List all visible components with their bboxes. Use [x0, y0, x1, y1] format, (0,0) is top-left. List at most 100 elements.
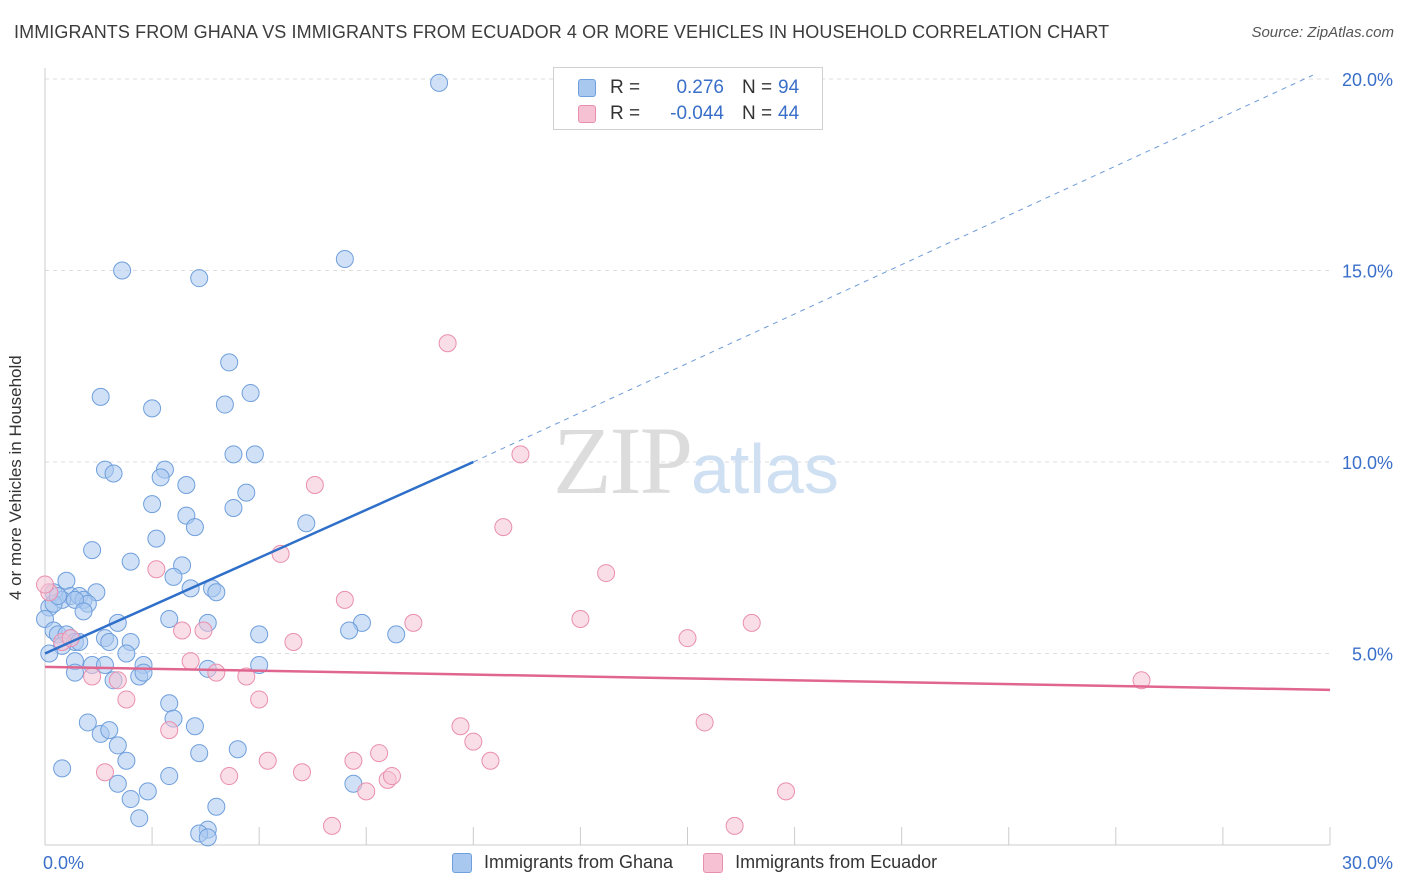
data-point-ghana [74, 602, 93, 621]
data-point-ghana [78, 713, 97, 732]
data-point-ghana [228, 740, 247, 759]
data-point-ghana [113, 261, 132, 280]
y-tick-label: 10.0% [1342, 453, 1393, 473]
series-legend: Immigrants from Ghana Immigrants from Ec… [452, 852, 967, 873]
data-point-ghana [147, 529, 166, 548]
data-point-ecuador [194, 621, 213, 640]
n-value: 94 [778, 77, 800, 98]
data-point-ecuador [597, 564, 616, 583]
data-point-ecuador [511, 445, 530, 464]
data-point-ghana [387, 625, 406, 644]
watermark: ZIPatlas [553, 405, 839, 516]
data-point-ecuador [678, 629, 697, 648]
data-point-ecuador [305, 475, 324, 494]
data-point-ghana [207, 583, 226, 602]
data-point-ecuador [357, 782, 376, 801]
data-point-ecuador [344, 751, 363, 770]
data-point-ghana [121, 790, 140, 809]
data-point-ghana [340, 621, 359, 640]
data-point-ghana [100, 633, 119, 652]
data-point-ghana [207, 797, 226, 816]
data-point-ghana [130, 809, 149, 828]
data-point-ghana [160, 610, 179, 629]
r-label: R = [610, 103, 641, 124]
data-point-ghana [215, 395, 234, 414]
data-point-ecuador [695, 713, 714, 732]
data-point-ghana [245, 445, 264, 464]
trend-lines [44, 74, 1331, 692]
data-point-ecuador [742, 613, 761, 632]
data-point-ghana [143, 399, 162, 418]
ghana-legend-swatch [452, 852, 472, 873]
data-point-ghana [160, 767, 179, 786]
data-point-ecuador [83, 667, 102, 686]
data-point-ghana [198, 828, 217, 847]
data-point-ghana [335, 250, 354, 269]
source-label: Source: ZipAtlas.com [1251, 24, 1394, 41]
data-point-ecuador [494, 518, 513, 537]
data-point-ecuador [451, 717, 470, 736]
data-point-ghana [117, 751, 136, 770]
legend-item-ecuador: Immigrants from Ecuador [703, 852, 937, 873]
stats-row-ghana: R = 0.276 N = 94 [578, 76, 799, 100]
data-point-ecuador [322, 816, 341, 835]
data-point-ghana [100, 721, 119, 740]
x-tick-label: 0.0% [43, 853, 84, 873]
data-point-ecuador [117, 690, 136, 709]
data-point-ecuador [160, 721, 179, 740]
data-point-ghana [190, 269, 209, 288]
data-point-ecuador [438, 334, 457, 353]
r-value: -0.044 [670, 103, 724, 124]
n-label: N = [742, 77, 773, 98]
data-point-ghana [164, 567, 183, 586]
data-point-ghana [160, 694, 179, 713]
series-ghana-points [36, 73, 449, 847]
data-point-ecuador [258, 751, 277, 770]
data-point-ghana [108, 774, 127, 793]
legend-item-ghana: Immigrants from Ghana [452, 852, 673, 873]
y-axis-label: 4 or more Vehicles in Household [6, 355, 25, 600]
r-value: 0.276 [676, 77, 724, 98]
data-point-ecuador [250, 690, 269, 709]
trend-line-ghana [44, 460, 474, 655]
data-point-ghana [83, 541, 102, 560]
data-point-ecuador [173, 621, 192, 640]
watermark-atlas: atlas [691, 430, 839, 508]
series-ecuador-points [36, 334, 1151, 835]
ecuador-swatch [578, 105, 596, 123]
n-label: N = [742, 103, 773, 124]
data-point-ghana [185, 717, 204, 736]
data-point-ghana [138, 782, 157, 801]
n-value: 44 [778, 103, 800, 124]
data-point-ghana [237, 483, 256, 502]
data-point-ecuador [293, 763, 311, 782]
data-point-ghana [91, 387, 110, 406]
ecuador-legend-swatch [703, 852, 724, 873]
data-point-ghana [185, 518, 204, 537]
chart-title: IMMIGRANTS FROM GHANA VS IMMIGRANTS FROM… [14, 22, 1110, 42]
data-point-ecuador [237, 667, 256, 686]
legend-label-ecuador: Immigrants from Ecuador [735, 852, 938, 872]
y-tick-label: 5.0% [1352, 645, 1393, 665]
data-point-ecuador [777, 782, 796, 801]
trend-line-ecuador [44, 665, 1331, 692]
ghana-swatch [578, 79, 596, 97]
y-tick-label: 20.0% [1342, 70, 1393, 90]
r-label: R = [610, 77, 641, 98]
data-point-ghana [117, 644, 136, 663]
data-point-ecuador [335, 590, 354, 609]
data-point-ghana [53, 759, 72, 778]
data-point-ghana [134, 663, 153, 682]
y-tick-label: 15.0% [1342, 262, 1393, 282]
data-point-ecuador [181, 652, 200, 671]
data-point-ghana [297, 514, 316, 533]
watermark-zip: ZIP [553, 407, 693, 514]
trend-line-ghana-extrapolated [473, 74, 1314, 463]
data-point-ecuador [95, 763, 114, 782]
data-point-ecuador [36, 575, 54, 594]
stats-legend: R = 0.276 N = 94 R = -0.044 N = 44 [553, 67, 823, 130]
data-point-ecuador [725, 816, 744, 835]
data-point-ghana [220, 353, 239, 372]
stats-row-ecuador: R = -0.044 N = 44 [578, 102, 799, 126]
